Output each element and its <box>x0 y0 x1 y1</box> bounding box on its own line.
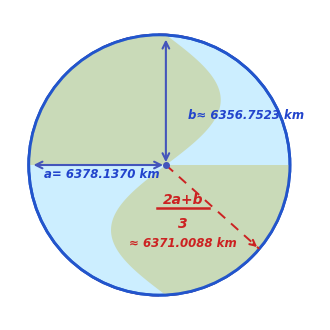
Text: b≈ 6356.7523 km: b≈ 6356.7523 km <box>188 109 304 122</box>
Text: a= 6378.1370 km: a= 6378.1370 km <box>45 168 160 181</box>
Text: 3: 3 <box>178 217 188 231</box>
Polygon shape <box>29 36 221 165</box>
Text: ≈ 6371.0088 km: ≈ 6371.0088 km <box>129 237 237 250</box>
Polygon shape <box>111 165 290 294</box>
Ellipse shape <box>29 35 290 295</box>
Text: 2a+b: 2a+b <box>163 193 203 207</box>
